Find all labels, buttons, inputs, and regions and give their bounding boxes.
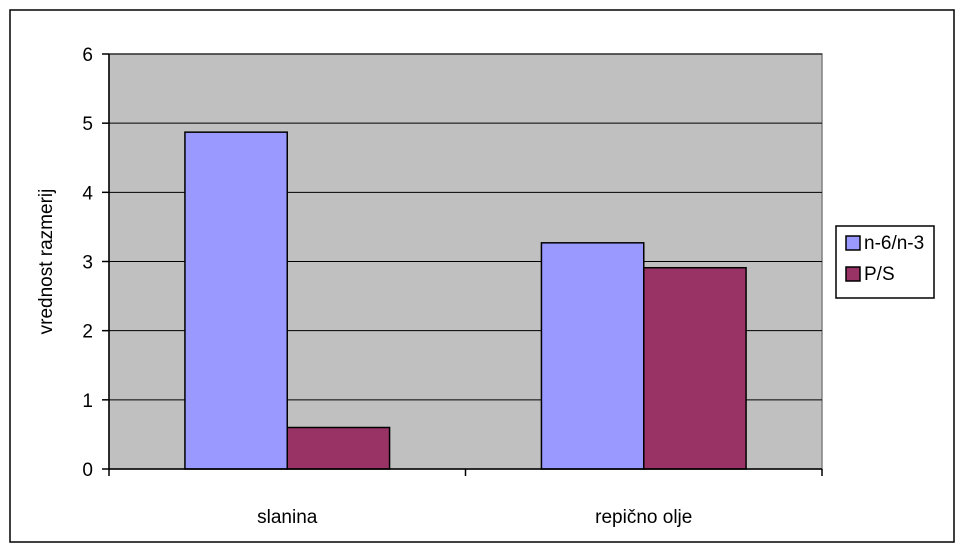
legend-label: n-6/n-3 <box>864 233 924 254</box>
y-tick-label: 0 <box>82 460 93 481</box>
y-tick-label: 2 <box>82 322 93 343</box>
bar-p-s <box>286 426 391 470</box>
axes <box>102 53 823 476</box>
y-tick-label: 5 <box>82 114 93 135</box>
y-tick-label: 6 <box>82 45 93 66</box>
legend-label: P/S <box>864 264 895 285</box>
legend: n-6/n-3 P/S <box>835 225 935 299</box>
x-category-label: slanina <box>257 507 318 528</box>
bar-n6-n3 <box>184 131 288 470</box>
y-tick-label: 4 <box>82 183 93 204</box>
legend-items: n-6/n-3 P/S <box>845 233 924 285</box>
legend-swatch <box>845 266 861 282</box>
y-tick-label: 1 <box>82 391 93 412</box>
bars <box>184 131 747 470</box>
y-tick-labels: 0 1 2 3 4 5 6 <box>82 45 93 481</box>
x-category-labels: slanina repično olje <box>257 507 692 528</box>
legend-swatch <box>845 235 861 251</box>
y-tick-label: 3 <box>82 253 93 274</box>
y-axis-title: vrednost razmerij <box>36 189 57 335</box>
bar-p-s <box>643 266 747 470</box>
bar-n6-n3 <box>540 242 645 470</box>
x-category-label: repično olje <box>595 507 692 528</box>
